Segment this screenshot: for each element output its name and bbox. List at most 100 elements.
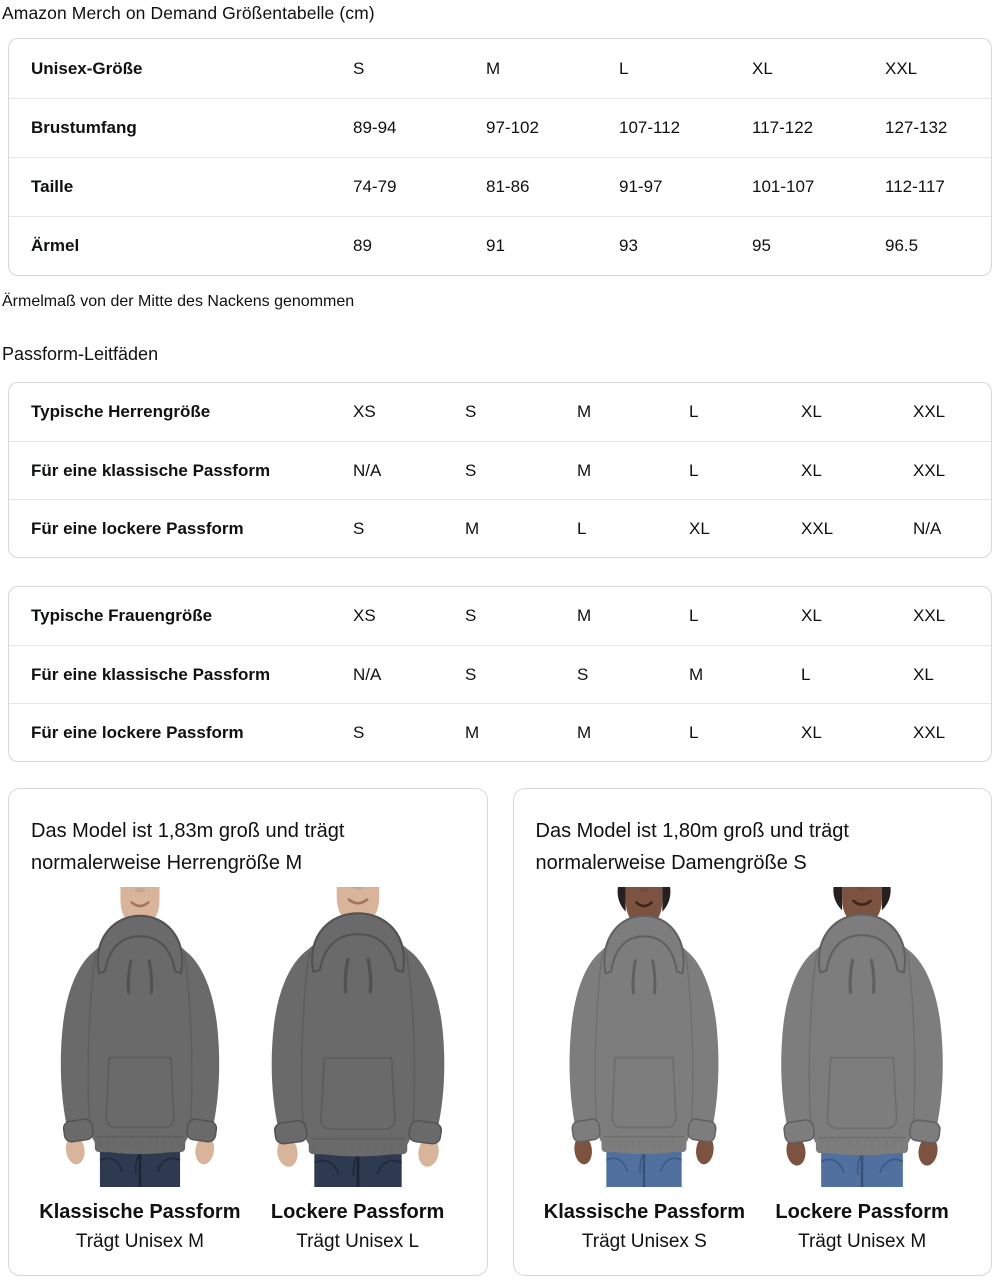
size-cell: 101-107 xyxy=(752,177,815,196)
size-cell: XL xyxy=(801,402,822,421)
size-cell: XL xyxy=(913,664,934,684)
size-cell: 95 xyxy=(752,236,771,255)
size-cell: M xyxy=(577,402,592,421)
fit-label: Lockere Passform xyxy=(775,1201,949,1223)
size-cell: XL xyxy=(801,606,822,625)
size-cell: 112-117 xyxy=(885,177,945,196)
size-cell: 117-122 xyxy=(752,118,814,137)
size-cell: 127-132 xyxy=(885,118,948,137)
size-cell: M xyxy=(577,722,592,742)
row-label: Für eine klassische Passform xyxy=(31,460,271,480)
size-cell: XXL xyxy=(913,606,946,625)
table-row: Typische Frauengröße XS S M L XL XXL xyxy=(9,587,991,645)
size-cell: 89 xyxy=(353,236,372,255)
size-cell: XXL xyxy=(885,58,918,78)
model-figure: Klassische Passform Trägt Unisex M xyxy=(31,887,249,1257)
size-cell: N/A xyxy=(353,664,382,684)
size-worn-label: Trägt Unisex M xyxy=(75,1231,204,1252)
figure-caption: Lockere Passform Trägt Unisex L xyxy=(249,1197,467,1257)
size-cell: XL xyxy=(801,460,822,480)
size-cell: M xyxy=(465,722,480,742)
fit-label: Klassische Passform xyxy=(543,1201,745,1223)
size-cell: M xyxy=(577,606,592,625)
model-figures: Klassische Passform Trägt Unisex S Locke… xyxy=(536,887,972,1257)
size-cell: S xyxy=(465,402,477,421)
size-cell: N/A xyxy=(913,518,942,538)
size-cell: L xyxy=(689,606,699,625)
size-cell: L xyxy=(577,518,587,538)
size-cell: L xyxy=(619,58,629,78)
row-label: Für eine lockere Passform xyxy=(31,722,244,742)
size-cell: S xyxy=(353,58,365,78)
size-cell: L xyxy=(689,722,699,742)
size-cell: XL xyxy=(801,722,822,742)
size-cell: N/A xyxy=(353,460,382,480)
size-cell: S xyxy=(353,518,365,538)
fit-table-women: Typische Frauengröße XS S M L XL XXL Für… xyxy=(8,586,992,762)
size-cell: M xyxy=(577,460,592,480)
size-cell: XL xyxy=(752,58,773,78)
size-cell: XXL xyxy=(913,460,946,480)
female-model-classic-fit-photo xyxy=(541,887,747,1187)
fit-label: Klassische Passform xyxy=(39,1201,241,1223)
fit-table-men: Typische Herrengröße XS S M L XL XXL Für… xyxy=(8,382,992,558)
size-cell: XL xyxy=(689,518,710,538)
size-cell: 81-86 xyxy=(486,177,530,196)
size-cell: 97-102 xyxy=(486,118,539,137)
figure-caption: Lockere Passform Trägt Unisex M xyxy=(753,1197,971,1257)
female-model-loose-fit-photo xyxy=(759,887,965,1187)
size-cell: XS xyxy=(353,606,376,625)
fit-label: Lockere Passform xyxy=(270,1201,445,1223)
size-cell: 91-97 xyxy=(619,177,663,196)
sleeve-measurement-footnote: Ärmelmaß von der Mitte des Nackens genom… xyxy=(2,293,355,310)
size-cell: 107-112 xyxy=(619,118,681,137)
model-figure: Klassische Passform Trägt Unisex S xyxy=(536,887,754,1257)
model-card-women: Das Model ist 1,80m groß und trägt norma… xyxy=(512,788,992,1276)
size-cell: 93 xyxy=(619,236,638,255)
model-card-heading: Das Model ist 1,83m groß und trägt norma… xyxy=(31,820,345,874)
size-cell: S xyxy=(465,664,477,684)
row-label: Typische Herrengröße xyxy=(31,402,211,421)
table-row: Für eine lockere Passform S M L XL XXL N… xyxy=(9,499,991,557)
size-cell: XXL xyxy=(913,722,946,742)
table-row: Für eine klassische Passform N/A S S M L… xyxy=(9,645,991,703)
size-cell: XS xyxy=(353,402,376,421)
table-row: Für eine lockere Passform S M M L XL XXL xyxy=(9,703,991,761)
size-cell: S xyxy=(465,606,477,625)
table-row: Brustumfang 89-94 97-102 107-112 117-122… xyxy=(9,98,991,157)
size-cell: S xyxy=(353,722,365,742)
page-title: Amazon Merch on Demand Größentabelle (cm… xyxy=(2,3,375,23)
size-cell: M xyxy=(465,518,480,538)
row-label: Für eine lockere Passform xyxy=(31,518,244,538)
size-cell: M xyxy=(689,664,704,684)
size-worn-label: Trägt Unisex S xyxy=(581,1231,707,1252)
table-row: Typische Herrengröße XS S M L XL XXL xyxy=(9,383,991,441)
model-card-heading: Das Model ist 1,80m groß und trägt norma… xyxy=(535,820,849,874)
male-model-classic-fit-photo xyxy=(37,887,243,1187)
size-cell: 91 xyxy=(486,236,505,255)
row-label: Taille xyxy=(31,177,74,196)
figure-caption: Klassische Passform Trägt Unisex S xyxy=(536,1197,754,1257)
model-cards-row: Das Model ist 1,83m groß und trägt norma… xyxy=(8,788,992,1276)
table-row: Taille 74-79 81-86 91-97 101-107 112-117 xyxy=(9,157,991,216)
size-cell: S xyxy=(465,460,477,480)
model-figure: Lockere Passform Trägt Unisex L xyxy=(249,887,467,1257)
size-cell: 89-94 xyxy=(353,118,397,137)
size-cell: L xyxy=(801,664,811,684)
size-worn-label: Trägt Unisex L xyxy=(296,1231,420,1252)
row-label: Ärmel xyxy=(31,236,80,255)
size-cell: XXL xyxy=(801,518,834,538)
figure-caption: Klassische Passform Trägt Unisex M xyxy=(31,1197,249,1257)
row-label: Typische Frauengröße xyxy=(31,606,213,625)
row-label: Für eine klassische Passform xyxy=(31,664,271,684)
fit-guides-section-title: Passform-Leitfäden xyxy=(2,344,159,364)
size-cell: L xyxy=(689,402,699,421)
row-label: Brustumfang xyxy=(31,118,137,137)
size-cell: M xyxy=(486,58,501,78)
table-row: Ärmel 89 91 93 95 96.5 xyxy=(9,216,991,275)
size-table-unisex: Unisex-Größe S M L XL XXL Brustumfang 89… xyxy=(8,38,992,276)
table-row: Unisex-Größe S M L XL XXL xyxy=(9,39,991,98)
size-cell: S xyxy=(577,664,589,684)
table-row: Für eine klassische Passform N/A S M L X… xyxy=(9,441,991,499)
model-figure: Lockere Passform Trägt Unisex M xyxy=(753,887,971,1257)
